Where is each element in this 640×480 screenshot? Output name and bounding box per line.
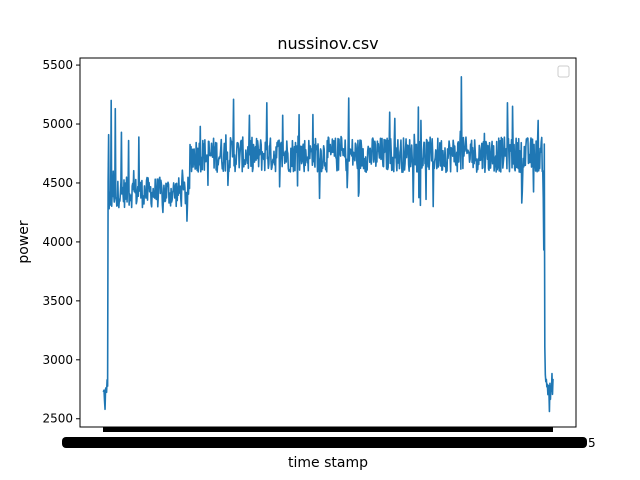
- y-tick-label: 3000: [42, 353, 73, 367]
- power-series-line: [102, 76, 554, 413]
- x-axis-label: time stamp: [288, 455, 368, 471]
- y-tick-label: 2500: [42, 412, 73, 426]
- y-tick-label: 5500: [42, 58, 73, 72]
- x-ticks-overlapping: [103, 427, 553, 432]
- y-axis: 2500 3000 3500 4000 4500 5000 5500: [42, 58, 80, 426]
- y-tick-label: 4500: [42, 176, 73, 190]
- x-tick-labels-overlapping: [62, 437, 587, 448]
- y-tick-label: 4000: [42, 235, 73, 249]
- legend-box: [557, 65, 570, 78]
- plot-area: [102, 76, 554, 413]
- x-tick-label-tail: 5: [588, 436, 596, 450]
- x-axis: 5: [62, 427, 596, 450]
- y-axis-label: power: [16, 220, 32, 264]
- chart-title: nussinov.csv: [277, 34, 378, 53]
- y-tick-label: 5000: [42, 117, 73, 131]
- y-tick-label: 3500: [42, 294, 73, 308]
